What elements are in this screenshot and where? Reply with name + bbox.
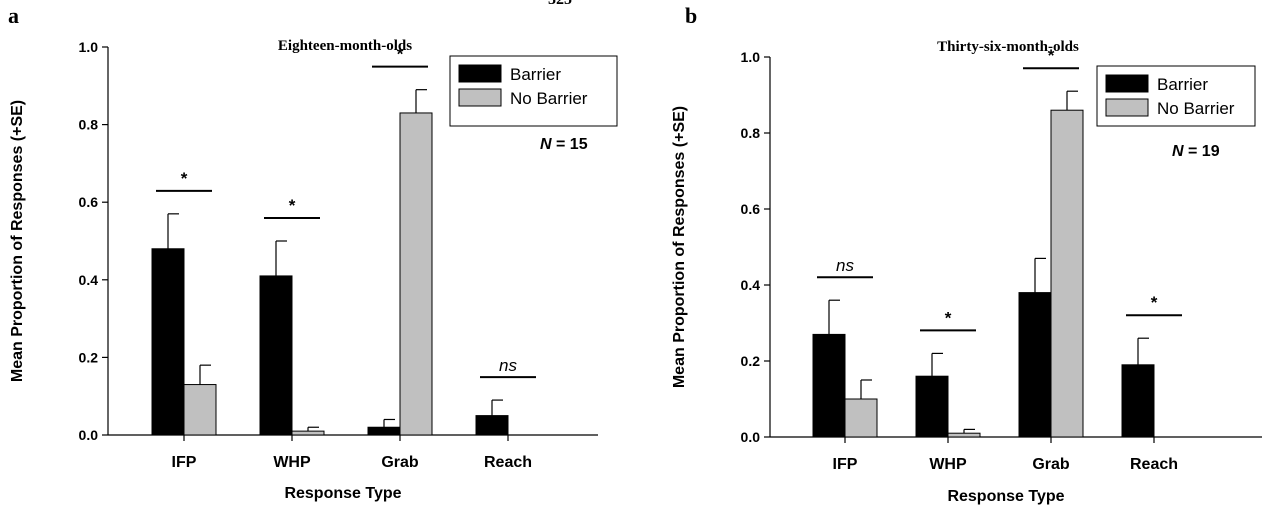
chart-title: Thirty-six-month-olds <box>937 39 1079 55</box>
sample-size-label: N = 19 <box>1172 143 1220 160</box>
x-tick-label: Grab <box>1032 456 1070 473</box>
y-tick-label: 1.0 <box>741 49 761 65</box>
sample-size-symbol: N <box>540 136 552 153</box>
legend-swatch-no-barrier <box>1105 98 1149 117</box>
y-tick-label: 0.2 <box>741 353 761 369</box>
x-tick-label: Reach <box>484 454 532 471</box>
x-tick-label: Reach <box>1130 456 1178 473</box>
y-tick-label: 0.4 <box>79 272 99 288</box>
bar-barrier <box>151 248 185 436</box>
y-tick-label: 0.8 <box>741 125 761 141</box>
legend-swatch-barrier <box>458 64 502 83</box>
legend-label: Barrier <box>1157 75 1208 94</box>
x-axis-title: Response Type <box>947 488 1064 505</box>
significance-marker: * <box>1151 293 1158 312</box>
y-tick-label: 0.0 <box>79 427 99 443</box>
panel-a: a Eighteen-month-olds 0.0 0.2 0.4 0.6 0.8 1.0 Me… <box>8 3 618 502</box>
legend-label: No Barrier <box>1157 99 1235 118</box>
page-header-fragment: 325 <box>548 0 572 8</box>
legend-swatch-barrier <box>1105 74 1149 93</box>
bar-no-barrier <box>183 384 217 436</box>
bar-barrier <box>1018 292 1052 438</box>
bar-no-barrier <box>399 112 433 436</box>
legend-label: Barrier <box>510 65 561 84</box>
significance-marker: ns <box>499 356 517 375</box>
bar-no-barrier <box>1050 109 1084 438</box>
legend-swatch-no-barrier <box>458 88 502 107</box>
x-tick-label: WHP <box>273 454 311 471</box>
x-axis-title: Response Type <box>284 485 401 502</box>
x-tick-label: IFP <box>172 454 197 471</box>
significance-marker: * <box>289 196 296 215</box>
x-tick-label: IFP <box>833 456 858 473</box>
y-tick-label: 0.8 <box>79 117 99 133</box>
x-tick-label: WHP <box>929 456 967 473</box>
sample-size-value: = 19 <box>1184 143 1220 160</box>
significance-marker: * <box>397 45 404 64</box>
panel-label: b <box>685 3 697 28</box>
y-tick-label: 0.2 <box>79 349 99 365</box>
bar-barrier <box>475 415 509 436</box>
y-tick-label: 0.6 <box>741 201 761 217</box>
bar-barrier <box>367 426 401 436</box>
bar-no-barrier <box>947 432 981 438</box>
bar-no-barrier <box>844 398 878 438</box>
significance-marker: * <box>181 169 188 188</box>
significance-marker: * <box>1048 46 1055 65</box>
bar-barrier <box>259 275 293 436</box>
bar-barrier <box>1121 364 1155 438</box>
bar-barrier <box>812 333 846 438</box>
y-axis-title: Mean Proportion of Responses (+SE) <box>9 100 26 382</box>
sample-size-symbol: N <box>1172 143 1184 160</box>
significance-marker: * <box>945 308 952 327</box>
sample-size-label: N = 15 <box>540 136 588 153</box>
y-tick-label: 0.6 <box>79 194 99 210</box>
sample-size-value: = 15 <box>552 136 588 153</box>
x-tick-label: Grab <box>381 454 419 471</box>
y-tick-label: 0.0 <box>741 429 761 445</box>
y-axis-title: Mean Proportion of Responses (+SE) <box>671 106 688 388</box>
bar-no-barrier <box>291 430 325 436</box>
legend-label: No Barrier <box>510 89 588 108</box>
panel-label: a <box>8 3 19 28</box>
chart-title: Eighteen-month-olds <box>278 38 412 54</box>
panel-b: b Thirty-six-month-olds 0.0 0.2 0.4 0.6 0.8 1.0… <box>671 3 1262 505</box>
y-tick-label: 1.0 <box>79 39 99 55</box>
significance-marker: ns <box>836 256 854 275</box>
y-tick-label: 0.4 <box>741 277 761 293</box>
bar-barrier <box>915 375 949 438</box>
